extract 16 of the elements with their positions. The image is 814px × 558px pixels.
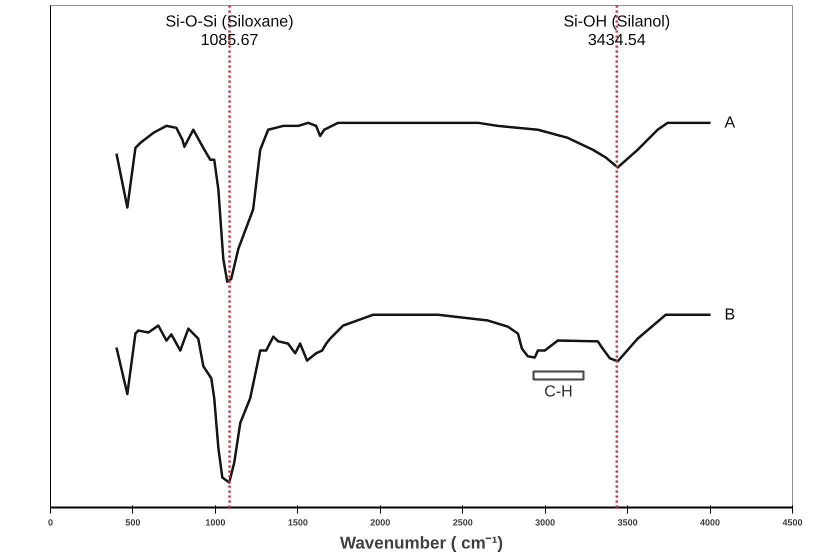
x-tick-label: 3500: [618, 518, 638, 528]
series-label: B: [724, 306, 736, 324]
x-axis-title: Wavenumber ( cm⁻¹): [340, 534, 504, 552]
x-tick-label: 0: [48, 518, 54, 528]
ref-line-label: Si-OH (Silanol) 3434.54: [563, 14, 670, 50]
x-tick-label: 2500: [452, 518, 473, 528]
x-tick-label: 1000: [205, 518, 226, 528]
x-tick-label: 2000: [370, 518, 390, 528]
x-tick-label: 4000: [700, 518, 720, 528]
x-tick-label: 4500: [782, 518, 803, 528]
x-tick-label: 500: [125, 518, 140, 528]
x-tick-label: 3000: [535, 518, 556, 528]
annotation: C-H: [544, 384, 573, 400]
series-label: A: [724, 114, 736, 132]
x-tick-label: 1500: [288, 518, 308, 528]
ref-line-label: Si-O-Si (Siloxane) 1085.67: [166, 14, 294, 50]
